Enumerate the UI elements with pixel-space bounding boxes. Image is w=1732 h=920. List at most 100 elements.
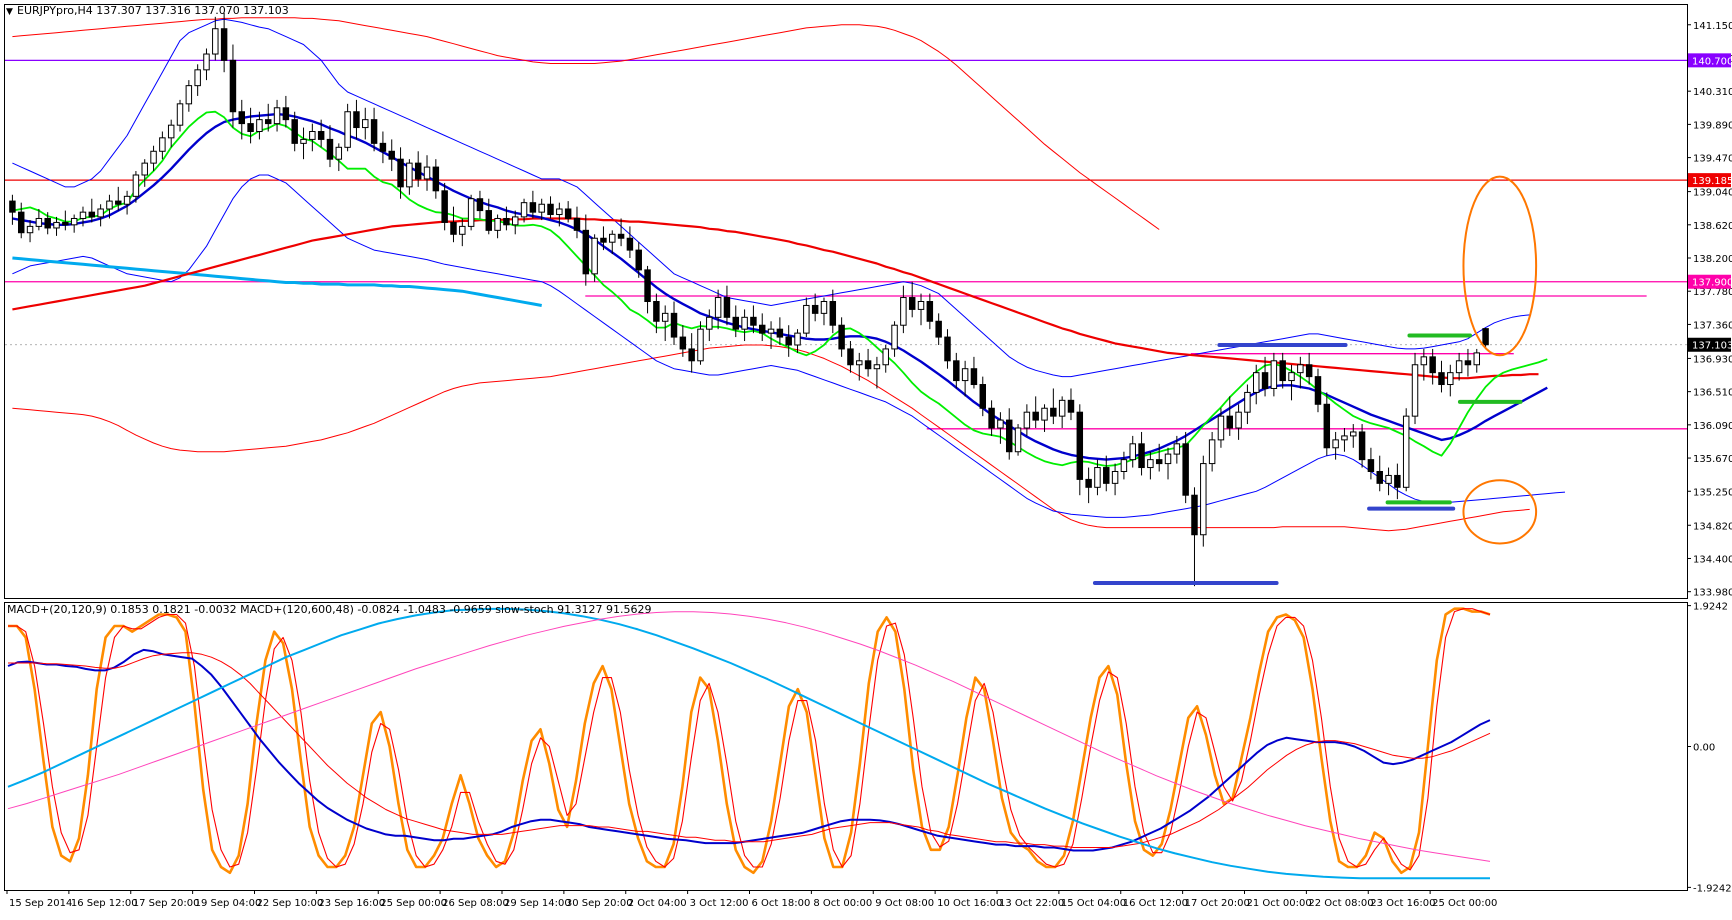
- candle-body: [379, 142, 387, 152]
- candle-body: [1473, 352, 1481, 366]
- candle-body: [997, 419, 1004, 429]
- candle-body: [70, 217, 78, 226]
- candle-body: [1429, 356, 1436, 374]
- price-tag-label: 140.700: [1692, 56, 1732, 67]
- candle-body: [185, 85, 193, 105]
- x-axis-tick-label: 8 Oct 00:00: [813, 898, 872, 909]
- candle-body: [17, 211, 25, 234]
- candle-body: [459, 225, 466, 235]
- candle-body: [653, 301, 660, 322]
- candle-body: [1120, 459, 1128, 472]
- candle-body: [203, 53, 210, 71]
- price-tag-label: 139.185: [1692, 176, 1732, 187]
- candle-body: [1252, 372, 1260, 393]
- candle-body: [1402, 415, 1410, 488]
- candle-body: [406, 162, 413, 188]
- price-tag-box: [1688, 274, 1731, 289]
- candle-body: [794, 332, 801, 346]
- candle-body: [300, 138, 307, 144]
- oscillator-y-tick-label: 1.9242: [1693, 602, 1728, 613]
- candle-body: [1288, 372, 1295, 382]
- candle-body: [1305, 364, 1313, 378]
- candle-body: [1358, 431, 1366, 461]
- x-axis-tick-label: 16 Oct 12:00: [1123, 898, 1188, 909]
- x-axis-tick-label: 15 Sep 2014: [9, 898, 72, 909]
- candle-body: [220, 28, 228, 61]
- oscillator-series-line: [8, 652, 1491, 848]
- candle-body: [1182, 443, 1189, 496]
- chart-axes: 141.150140.730140.310139.890139.470139.0…: [6, 21, 1732, 909]
- candle-body: [1376, 470, 1383, 484]
- candle-body: [829, 301, 837, 326]
- candle-body: [697, 328, 704, 362]
- x-axis-tick-label: 13 Oct 22:00: [999, 898, 1064, 909]
- candle-body: [1094, 467, 1101, 488]
- chart-frames: [4, 4, 1688, 891]
- candle-body: [609, 233, 616, 243]
- y-axis-tick-label: 133.980: [1693, 588, 1732, 599]
- main-header-text: EURJPYpro,H4 137.307 137.316 137.070 137…: [17, 4, 289, 17]
- x-axis-tick-label: 10 Oct 16:00: [937, 898, 1002, 909]
- y-axis-tick-label: 141.150: [1693, 21, 1732, 32]
- candle-body: [432, 166, 440, 192]
- y-axis-tick-label: 134.820: [1693, 521, 1732, 532]
- candle-body: [388, 150, 395, 160]
- candle-body: [26, 225, 34, 234]
- candle-body: [1014, 427, 1022, 453]
- candle-body: [238, 111, 246, 125]
- candle-body: [758, 324, 766, 334]
- candle-body: [44, 217, 51, 229]
- y-axis-tick-label: 136.930: [1693, 354, 1732, 365]
- candle-body: [538, 203, 545, 213]
- candle-body: [423, 166, 431, 180]
- candle-body: [1438, 372, 1445, 386]
- candle-body: [335, 146, 343, 160]
- candle-body: [141, 162, 148, 176]
- oscillator-y-tick-label: 0.00: [1693, 743, 1715, 754]
- candle-body: [811, 304, 819, 314]
- candle-body: [264, 119, 272, 125]
- candle-body: [291, 119, 298, 144]
- candle-body: [944, 336, 951, 362]
- candle-body: [1270, 360, 1278, 389]
- candle-body: [1261, 372, 1269, 389]
- candle-body: [573, 217, 581, 231]
- candle-body: [273, 107, 281, 125]
- candle-body: [891, 324, 898, 350]
- candle-body: [1111, 470, 1119, 484]
- x-axis-tick-label: 25 Oct 00:00: [1432, 898, 1497, 909]
- candle-body: [838, 324, 845, 350]
- candle-body: [167, 124, 175, 139]
- candle-body: [1455, 360, 1463, 374]
- candle-body: [1138, 443, 1145, 469]
- candle-body: [1420, 356, 1428, 366]
- oscillator-y-tick-label: -1.9242: [1693, 883, 1732, 894]
- candle-body: [953, 360, 960, 382]
- oscillator-series-line: [7, 611, 1491, 862]
- candle-body: [767, 328, 775, 334]
- candle-body: [309, 131, 316, 140]
- x-axis-tick-label: 26 Sep 08:00: [442, 898, 509, 909]
- envelope-upper-line: [12, 17, 1160, 230]
- candle-body: [132, 174, 140, 197]
- candle-body: [115, 200, 122, 205]
- candle-body: [397, 158, 404, 188]
- candle-body: [1217, 415, 1225, 441]
- candle-body: [1411, 364, 1419, 417]
- y-axis-tick-label: 138.200: [1693, 254, 1732, 265]
- candle-body: [864, 360, 872, 370]
- candle-body: [873, 364, 881, 370]
- candle-body: [1032, 411, 1039, 421]
- y-axis-tick-label: 134.400: [1693, 554, 1732, 565]
- candle-body: [856, 360, 863, 366]
- candle-body: [1332, 439, 1339, 449]
- candle-body: [979, 384, 987, 409]
- candle-body: [644, 269, 651, 302]
- y-axis-tick-label: 137.360: [1693, 320, 1732, 331]
- candle-body: [62, 221, 69, 226]
- candle-body: [635, 249, 642, 271]
- x-axis-tick-label: 19 Sep 04:00: [195, 898, 262, 909]
- candle-body: [882, 348, 889, 366]
- main-price-pane: [4, 4, 1688, 599]
- candle-body: [79, 211, 87, 219]
